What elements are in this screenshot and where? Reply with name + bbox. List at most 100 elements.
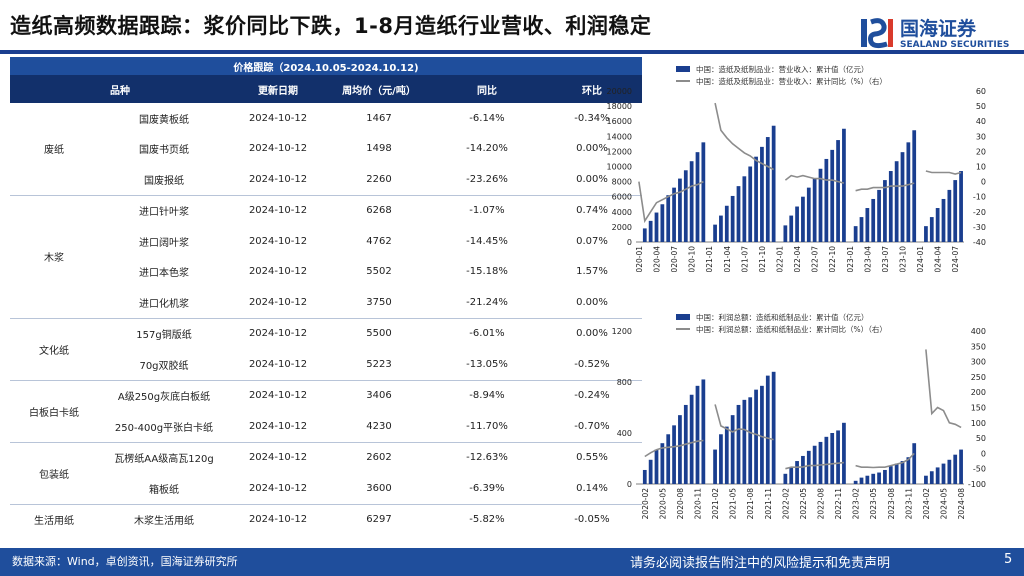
name-cell: 国废书页纸: [139, 145, 189, 157]
mom-cell: 0.00%: [576, 173, 608, 185]
header-mom: 环比: [542, 75, 642, 103]
y-right-tick-label: -10: [973, 193, 986, 202]
bar: [648, 220, 653, 242]
bar: [836, 140, 840, 242]
y-right-tick-label: 100: [971, 419, 986, 428]
x-tick-label: 2024-01: [916, 246, 925, 272]
bar: [666, 195, 671, 242]
bar: [730, 195, 735, 242]
x-tick-label: 2020-10: [688, 246, 697, 272]
mom-cell: -0.52%: [574, 358, 610, 370]
bar: [912, 130, 917, 242]
x-tick-label: 2022-04: [793, 246, 802, 272]
x-tick-label: 2020-02: [641, 488, 650, 520]
bar: [806, 187, 811, 242]
bar: [953, 180, 958, 242]
legend-label-bar: 中国：造纸及纸制品业：营业收入：累计值（亿元）: [696, 64, 869, 74]
y-right-tick-label: -50: [973, 465, 986, 474]
bar: [783, 225, 788, 242]
name-cell: 木浆生活用纸: [98, 503, 230, 535]
y-left-tick-label: 14000: [607, 132, 632, 141]
date-cell: 2024-10-12: [230, 503, 326, 535]
table-row: 250-400g平张白卡纸 2024-10-12 4230 -11.70% -0.70%: [10, 411, 642, 442]
bar: [642, 228, 647, 242]
bar: [900, 461, 905, 484]
bar: [748, 397, 753, 484]
y-right-tick-label: -30: [973, 223, 986, 232]
y-right-tick-label: 150: [971, 404, 986, 413]
y-right-tick-label: 350: [971, 342, 986, 351]
legend-label-line: 中国：造纸及纸制品业：营业收入：累计同比（%）（右）: [696, 76, 887, 86]
bar: [724, 426, 729, 484]
bar: [894, 161, 899, 242]
x-tick-label: 2021-07: [740, 246, 749, 272]
date-cell: 2024-10-12: [248, 482, 308, 494]
bar: [765, 375, 770, 484]
x-tick-label: 2024-07: [951, 246, 960, 272]
bar: [660, 443, 665, 484]
bar: [894, 463, 899, 484]
x-tick-label: 2020-04: [653, 246, 662, 272]
bar: [754, 156, 758, 242]
logo-name-en: SEALAND SECURITIES: [900, 40, 1010, 50]
bar: [953, 454, 958, 484]
table-row: 包装纸 瓦楞纸AA级高瓦120g 2024-10-12 2602 -12.63% 0.55…: [10, 441, 642, 504]
table-row: 70g双胶纸 2024-10-12 5223 -13.05% -0.52%: [10, 349, 642, 380]
table-row: 木浆 进口针叶浆 2024-10-12 6268 -1.07% 0.74%: [10, 194, 642, 318]
yoy-cell: -23.26%: [466, 173, 508, 185]
bar: [748, 166, 753, 242]
bar: [736, 186, 741, 242]
table-row: 国废书页纸 2024-10-12 1498 -14.20% 0.00%: [10, 134, 642, 165]
mom-cell: -0.05%: [542, 503, 642, 535]
bar: [719, 434, 723, 484]
x-tick-label: 2021-01: [705, 246, 714, 272]
bar: [678, 178, 682, 242]
mom-cell: -0.70%: [574, 420, 610, 432]
bar: [877, 472, 881, 484]
x-tick-label: 2020-05: [658, 488, 667, 520]
price-cell: 1467: [366, 112, 392, 124]
profit-chart: 中国：利润总额：造纸和纸制品业：累计值（亿元） 中国：利润总额：造纸和纸制品业：累…: [612, 312, 986, 520]
bar: [941, 463, 946, 484]
bar: [865, 475, 870, 484]
y-left-tick-label: 18000: [607, 102, 632, 111]
x-tick-label: 2023-11: [904, 488, 913, 520]
bar: [947, 189, 952, 242]
mom-cell: 1.57%: [576, 266, 608, 278]
bar: [842, 422, 846, 484]
price-cell: 6297: [326, 503, 432, 535]
name-cell: 70g双胶纸: [139, 360, 189, 372]
y-right-tick-label: 50: [976, 434, 986, 443]
price-cell: 5223: [366, 358, 392, 370]
yoy-cell: -14.20%: [466, 143, 508, 155]
bar: [859, 477, 864, 484]
bar: [883, 469, 887, 484]
price-cell: 5502: [366, 266, 392, 278]
x-tick-label: 2021-05: [729, 488, 738, 520]
category-cell: 包装纸: [10, 441, 98, 504]
bar: [672, 187, 676, 242]
y-left-tick-label: 6000: [612, 193, 632, 202]
date-cell: 2024-10-12: [248, 296, 308, 308]
price-cell: 3600: [366, 482, 392, 494]
bar: [818, 168, 823, 242]
bar: [924, 226, 928, 242]
mom-cell: 0.00%: [542, 317, 642, 349]
bar: [742, 176, 747, 242]
yoy-cell: -12.63%: [432, 441, 542, 473]
bar: [929, 217, 934, 242]
bar: [795, 461, 799, 484]
x-tick-label: 2023-08: [887, 488, 896, 520]
name-cell: 国废报纸: [144, 175, 184, 187]
bar: [801, 196, 805, 242]
name-cell: 进口本色浆: [139, 268, 189, 280]
y-right-tick-label: -20: [973, 208, 986, 217]
date-cell: 2024-10-12: [248, 143, 308, 155]
x-tick-label: 2021-04: [723, 246, 732, 272]
price-cell: 2602: [326, 441, 432, 473]
legend-label-bar: 中国：利润总额：造纸和纸制品业：累计值（亿元）: [696, 312, 869, 322]
bar: [683, 170, 688, 242]
name-cell: 进口化机浆: [139, 298, 189, 310]
bar: [736, 404, 741, 484]
bar: [935, 467, 940, 484]
